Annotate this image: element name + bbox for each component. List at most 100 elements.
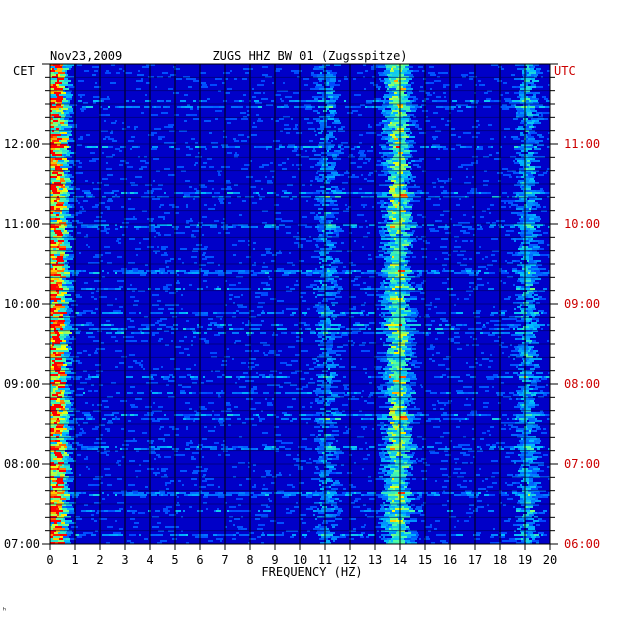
spectrogram-cell bbox=[513, 358, 515, 360]
spectrogram-cell bbox=[177, 166, 184, 168]
spectrogram-cell bbox=[477, 284, 481, 286]
spectrogram-cell bbox=[330, 72, 337, 74]
spectrogram-cell bbox=[204, 120, 211, 122]
spectrogram-cell bbox=[158, 216, 165, 218]
spectrogram-cell bbox=[317, 224, 324, 226]
spectrogram-cell bbox=[533, 352, 536, 354]
spectrogram-cell bbox=[64, 148, 67, 150]
spectrogram-cell bbox=[381, 138, 383, 140]
spectrogram-cell bbox=[409, 374, 416, 376]
spectrogram-cell bbox=[50, 292, 57, 294]
spectrogram-cell bbox=[198, 312, 204, 314]
spectrogram-cell bbox=[386, 160, 388, 162]
spectrogram-cell bbox=[541, 328, 543, 330]
spectrogram-cell bbox=[160, 270, 165, 272]
spectrogram-cell bbox=[326, 108, 329, 110]
spectrogram-cell bbox=[414, 100, 416, 102]
spectrogram-cell bbox=[414, 352, 416, 354]
spectrogram-cell bbox=[389, 318, 391, 320]
spectrogram-cell bbox=[386, 296, 390, 298]
spectrogram-cell bbox=[50, 256, 55, 258]
spectrogram-cell bbox=[383, 368, 389, 370]
spectrogram-cell bbox=[525, 270, 531, 272]
spectrogram-cell bbox=[100, 260, 103, 262]
spectrogram-cell bbox=[69, 198, 74, 200]
spectrogram-cell bbox=[523, 108, 530, 110]
spectrogram-cell bbox=[387, 222, 390, 224]
spectrogram-cell bbox=[386, 224, 390, 226]
spectrogram-cell bbox=[387, 74, 392, 76]
spectrogram-cell bbox=[514, 240, 516, 242]
spectrogram-cell bbox=[319, 354, 323, 356]
spectrogram-cell bbox=[368, 312, 375, 314]
spectrogram-cell bbox=[391, 362, 393, 364]
spectrogram-cell bbox=[389, 172, 395, 174]
spectrogram-cell bbox=[326, 354, 329, 356]
spectrogram-cell bbox=[141, 324, 144, 326]
spectrogram-cell bbox=[517, 306, 521, 308]
spectrogram-cell bbox=[367, 232, 370, 234]
spectrogram-cell bbox=[389, 328, 391, 330]
spectrogram-cell bbox=[395, 226, 399, 228]
spectrogram-cell bbox=[177, 274, 179, 276]
spectrogram-cell bbox=[254, 262, 256, 264]
spectrogram-cell bbox=[164, 192, 166, 194]
spectrogram-cell bbox=[496, 152, 499, 154]
spectrogram-cell bbox=[534, 312, 539, 314]
spectrogram-cell bbox=[405, 66, 408, 68]
spectrogram-cell bbox=[394, 314, 400, 316]
spectrogram-cell bbox=[533, 298, 539, 300]
spectrogram-cell bbox=[540, 254, 547, 256]
spectrogram-cell bbox=[194, 262, 197, 264]
spectrogram-cell bbox=[404, 310, 411, 312]
spectrogram-cell bbox=[73, 160, 80, 162]
spectrogram-cell bbox=[61, 274, 63, 276]
spectrogram-cell bbox=[276, 68, 282, 70]
spectrogram-cell bbox=[58, 262, 60, 264]
spectrogram-cell bbox=[519, 198, 521, 200]
spectrogram-cell bbox=[329, 264, 331, 266]
spectrogram-cell bbox=[67, 206, 72, 208]
spectrogram-cell bbox=[395, 114, 401, 116]
spectrogram-cell bbox=[389, 232, 396, 234]
spectrogram-cell bbox=[300, 148, 303, 150]
spectrogram-cell bbox=[267, 192, 269, 194]
spectrogram-cell bbox=[394, 148, 397, 150]
spectrogram-cell bbox=[287, 184, 293, 186]
spectrogram-cell bbox=[507, 272, 509, 274]
spectrogram-cell bbox=[515, 158, 522, 160]
spectrogram-cell bbox=[275, 70, 280, 72]
spectrogram-cell bbox=[107, 96, 109, 98]
spectrogram-cell bbox=[301, 106, 306, 108]
spectrogram-cell bbox=[119, 362, 124, 364]
spectrogram-cell bbox=[388, 164, 395, 166]
spectrogram-cell bbox=[478, 124, 480, 126]
spectrogram-cell bbox=[225, 304, 227, 306]
spectrogram-cell bbox=[59, 248, 66, 250]
spectrogram-cell bbox=[392, 314, 394, 316]
spectrogram-cell bbox=[381, 270, 388, 272]
spectrogram-cell bbox=[407, 232, 414, 234]
spectrogram-cell bbox=[327, 358, 331, 360]
spectrogram-cell bbox=[238, 272, 245, 274]
spectrogram-cell bbox=[63, 258, 66, 260]
spectrogram-cell bbox=[352, 174, 355, 176]
spectrogram-cell bbox=[161, 366, 163, 368]
spectrogram-cell bbox=[313, 238, 319, 240]
spectrogram-cell bbox=[62, 326, 65, 328]
spectrogram-cell bbox=[387, 312, 391, 314]
spectrogram-cell bbox=[63, 106, 65, 108]
spectrogram-cell bbox=[101, 324, 104, 326]
spectrogram-cell bbox=[489, 212, 491, 214]
spectrogram-cell bbox=[251, 134, 257, 136]
spectrogram-cell bbox=[392, 136, 396, 138]
spectrogram-cell bbox=[406, 216, 410, 218]
spectrogram-cell bbox=[292, 264, 295, 266]
spectrogram-cell bbox=[535, 166, 541, 168]
spectrogram-cell bbox=[85, 180, 88, 182]
spectrogram-cell bbox=[334, 112, 337, 114]
spectrogram-cell bbox=[129, 238, 135, 240]
spectrogram-cell bbox=[258, 324, 262, 326]
spectrogram-cell bbox=[61, 128, 64, 130]
spectrogram-cell bbox=[326, 242, 330, 244]
